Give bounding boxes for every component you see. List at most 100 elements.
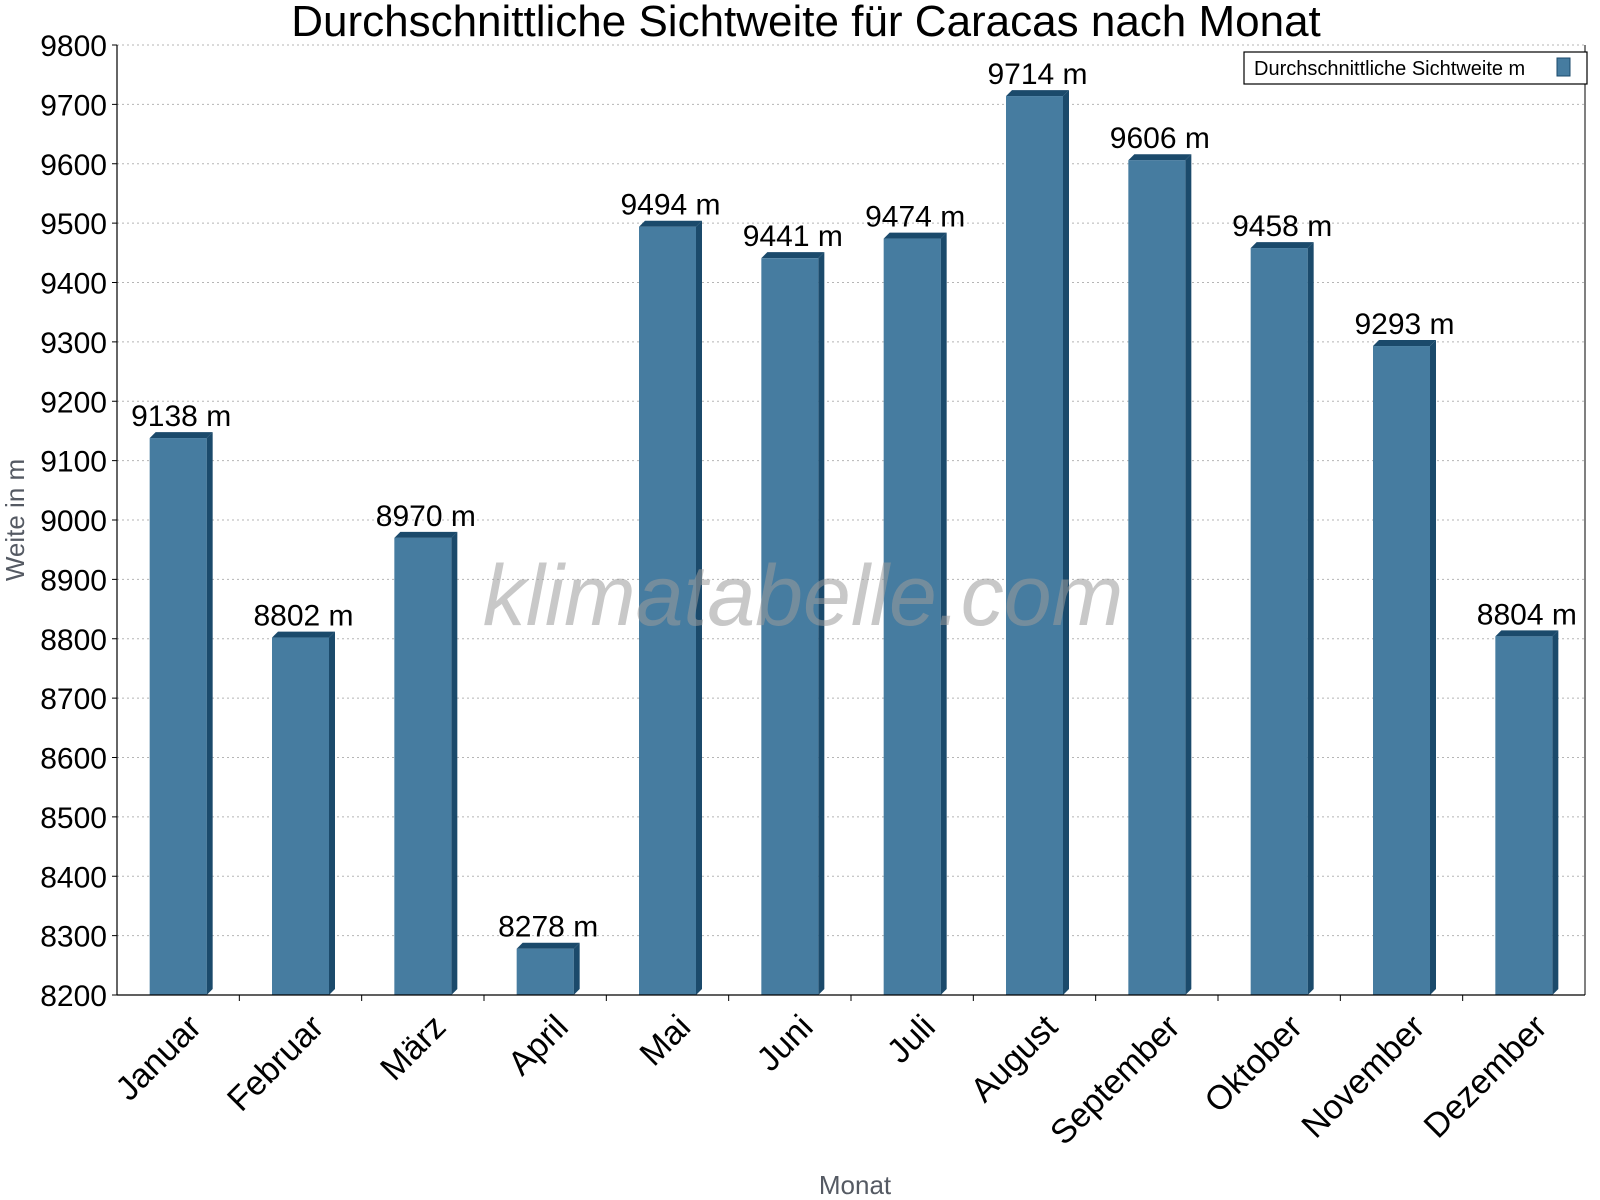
y-tick-label: 9400: [40, 268, 107, 301]
bar: [1495, 630, 1559, 995]
bars: [149, 90, 1559, 995]
y-tick-label: 8900: [40, 564, 107, 597]
bar-side: [206, 432, 213, 995]
y-tick-labels: 8200 8300 8400 8500 8600 8700 8800 8900 9000 9100…: [40, 30, 107, 1013]
value-label: 9458 m: [1232, 210, 1332, 243]
x-tick-label: Juli: [880, 1008, 943, 1071]
bar: [1006, 90, 1069, 995]
bar-front: [883, 238, 941, 995]
y-tick-label: 8400: [40, 861, 107, 894]
bar-side: [329, 631, 335, 995]
y-tick-label: 9500: [40, 208, 107, 241]
x-tick-label: Dezember: [1417, 1008, 1555, 1146]
y-tick-label: 9200: [40, 386, 107, 419]
bar-top: [394, 531, 458, 538]
legend: Durchschnittliche Sichtweite m: [1243, 51, 1588, 85]
x-tick-label: Oktober: [1197, 1008, 1309, 1120]
bar-top: [761, 252, 825, 259]
axes: [112, 44, 1586, 1001]
bar: [883, 232, 947, 995]
y-tick-label: 8600: [40, 743, 107, 776]
bar-side: [451, 531, 458, 995]
value-labels: 9138 m 8802 m 8970 m 8278 m 9494 m 9441 m 9474…: [131, 58, 1577, 944]
bar-side: [1063, 90, 1069, 995]
bar-top: [639, 220, 702, 227]
value-label: 8278 m: [498, 911, 598, 944]
bar-side: [1307, 242, 1314, 995]
bar-side: [1552, 630, 1559, 995]
value-label: 9474 m: [865, 201, 965, 234]
bar-front: [1250, 248, 1308, 995]
bar: [1250, 242, 1314, 995]
grid-lines: [117, 44, 1585, 937]
y-tick-label: 9000: [40, 505, 107, 538]
bar-top: [272, 631, 335, 638]
y-tick-label: 9800: [40, 30, 107, 63]
x-tick-label: August: [963, 1007, 1065, 1109]
value-label: 9494 m: [620, 189, 720, 222]
bar-front: [1006, 96, 1063, 995]
legend-box: [1243, 51, 1588, 85]
chart-title: Durchschnittliche Sichtweite für Caracas…: [291, 0, 1321, 46]
bar-top: [883, 232, 947, 239]
value-label: 9441 m: [743, 220, 843, 253]
bar-top: [1128, 154, 1192, 161]
bar-front: [394, 537, 452, 995]
y-tick-label: 8700: [40, 683, 107, 716]
bar-top: [1006, 90, 1069, 97]
bar: [1373, 340, 1436, 995]
bar-front: [1373, 346, 1430, 995]
y-tick-label: 8500: [40, 802, 107, 835]
bar-top: [1495, 630, 1559, 637]
bar-front: [516, 948, 574, 995]
x-tick-label: April: [501, 1008, 576, 1083]
bar: [1128, 154, 1192, 995]
watermark: klimatabelle.com: [483, 548, 1123, 644]
bar-front: [1495, 636, 1553, 995]
value-label: 9606 m: [1110, 122, 1210, 155]
legend-swatch: [1556, 57, 1571, 77]
bar-side: [1430, 340, 1436, 995]
y-tick-label: 9700: [40, 89, 107, 122]
y-tick-label: 8200: [40, 980, 107, 1013]
bar-side: [573, 942, 580, 995]
x-tick-label: Februar: [220, 1008, 331, 1119]
bar: [149, 432, 213, 995]
value-label: 8970 m: [376, 500, 476, 533]
value-label: 9138 m: [131, 400, 231, 433]
bar: [761, 252, 825, 995]
x-tick-label: Juni: [749, 1008, 820, 1079]
bar: [516, 942, 580, 995]
bar-front: [1128, 160, 1186, 995]
bar-side: [940, 232, 947, 995]
bar-front: [761, 258, 819, 995]
value-label: 9293 m: [1354, 308, 1454, 341]
x-tick-label: Januar: [108, 1008, 208, 1108]
bar-top: [1373, 340, 1436, 347]
bar-top: [516, 942, 580, 949]
x-tick-labels: Januar Februar März April Mai Juni Juli AugustS…: [108, 1007, 1554, 1152]
x-axis-title: Monat: [819, 1170, 892, 1200]
bar-side: [818, 252, 825, 995]
bar-top: [1250, 242, 1314, 249]
bar-front: [149, 438, 207, 995]
value-label: 9714 m: [987, 58, 1087, 91]
legend-label: Durchschnittliche Sichtweite m: [1254, 58, 1525, 80]
bar: [394, 531, 458, 995]
y-tick-label: 8300: [40, 921, 107, 954]
bar-front: [272, 637, 329, 995]
bar-side: [1185, 154, 1192, 995]
x-tick-label: Mai: [633, 1008, 699, 1074]
x-tick-label: November: [1294, 1008, 1432, 1146]
value-label: 8802 m: [253, 600, 353, 633]
bar: [639, 220, 702, 995]
bar: [272, 631, 335, 995]
x-tick-label: März: [373, 1008, 453, 1088]
value-label: 8804 m: [1477, 598, 1577, 631]
y-tick-label: 9100: [40, 446, 107, 479]
bar-front: [639, 226, 696, 995]
bar-side: [696, 220, 702, 995]
bar-top: [149, 432, 213, 439]
y-tick-label: 9300: [40, 327, 107, 360]
